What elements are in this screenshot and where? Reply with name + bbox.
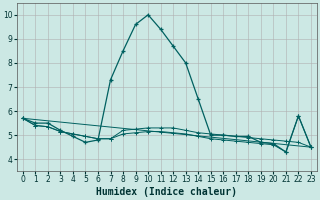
X-axis label: Humidex (Indice chaleur): Humidex (Indice chaleur) [96, 187, 237, 197]
